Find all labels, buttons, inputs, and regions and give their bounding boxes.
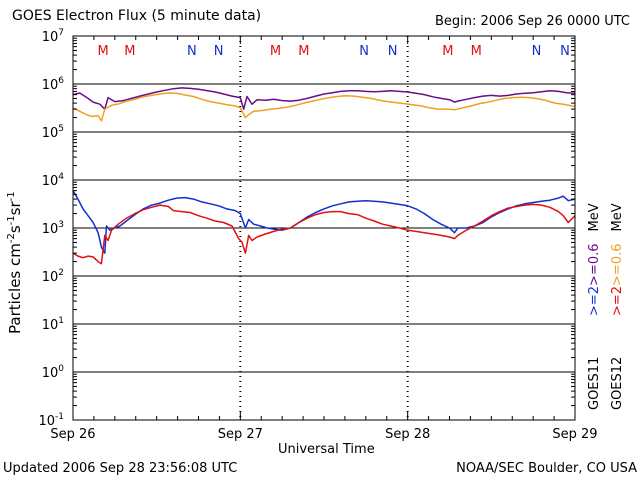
y-tick-label: 104	[42, 172, 65, 189]
marker-n: N	[187, 44, 197, 59]
marker-n: N	[560, 44, 570, 59]
grid-lines	[73, 36, 575, 420]
x-tick-label: Sep 27	[218, 427, 263, 442]
legend-unit-1: MeV	[587, 203, 602, 232]
legend-goes12-high: >=2	[610, 285, 625, 316]
chart-title: GOES Electron Flux (5 minute data)	[12, 8, 262, 24]
legend-goes11-low: >=0.6	[587, 243, 602, 286]
y-tick-label: 107	[42, 28, 64, 45]
marker-m: M	[471, 44, 482, 59]
legend-goes12-label: GOES12	[610, 356, 625, 410]
plot-border	[72, 35, 576, 421]
legend-goes12-series: >=2>=0.6 MeV	[610, 203, 625, 316]
credit-text: NOAA/SEC Boulder, CO USA	[456, 461, 637, 476]
legend-goes11-label: GOES11	[587, 356, 602, 410]
legend-goes11-high: >=2	[587, 285, 602, 316]
marker-m: M	[298, 44, 309, 59]
y-tick-label: 105	[42, 124, 64, 141]
x-tick-label: Sep 28	[385, 427, 430, 442]
marker-n: N	[532, 44, 542, 59]
y-tick-label: 103	[42, 220, 64, 237]
y-axis-label: Particles cm-2s-1sr-1	[6, 191, 24, 334]
marker-m: M	[98, 44, 109, 59]
y-tick-label: 100	[42, 364, 65, 381]
series-line-2	[72, 190, 576, 254]
series-line-1	[72, 92, 576, 122]
series-line-0	[72, 87, 576, 110]
marker-n: N	[359, 44, 369, 59]
y-tick-label: 101	[42, 316, 64, 333]
updated-time: Updated 2006 Sep 28 23:56:08 UTC	[3, 461, 238, 476]
marker-n: N	[388, 44, 398, 59]
y-tick-label: 106	[42, 76, 65, 93]
marker-n: N	[214, 44, 224, 59]
y-tick-labels: 107 106 105 104 103 102 101 100 10-1	[38, 28, 64, 429]
y-tick-label: 10-1	[38, 412, 64, 429]
legend-unit-2: MeV	[610, 203, 625, 232]
legend-goes12-low: >=0.6	[610, 243, 625, 286]
series-line-3	[72, 203, 576, 265]
y-tick-label: 102	[42, 268, 64, 285]
legend-goes11-series: >=2>=0.6 MeV	[587, 203, 602, 316]
x-tick-label: Sep 26	[50, 427, 95, 442]
x-axis-label: Universal Time	[278, 442, 375, 457]
series-lines	[72, 87, 576, 265]
x-tick-label: Sep 29	[552, 427, 597, 442]
marker-m: M	[124, 44, 135, 59]
marker-m: M	[442, 44, 453, 59]
marker-m: M	[270, 44, 281, 59]
begin-time: Begin: 2006 Sep 26 0000 UTC	[434, 14, 630, 29]
plot-frame	[72, 35, 576, 421]
x-tick-labels: Sep 26 Sep 27 Sep 28 Sep 29	[50, 427, 597, 442]
